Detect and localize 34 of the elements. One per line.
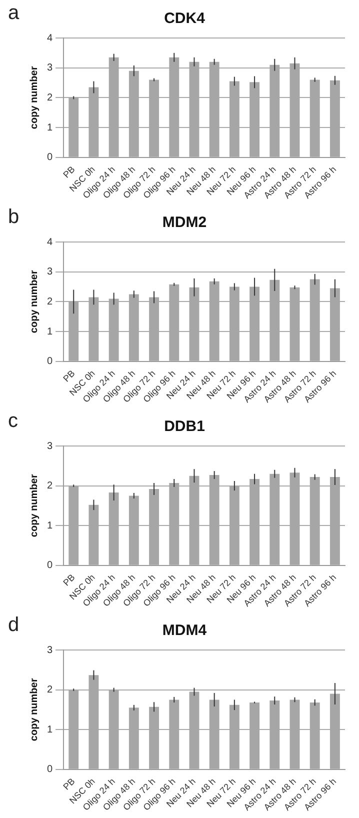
text: c <box>8 410 18 433</box>
y-tick-label: 1 <box>47 520 53 532</box>
y-tick-label: 4 <box>47 236 53 248</box>
y-tick-label: 3 <box>47 644 53 656</box>
y-axis-title: copy number <box>28 474 40 538</box>
chart-title: CDK4 <box>164 10 206 28</box>
y-tick-label: 0 <box>47 356 53 368</box>
chart-title: DDB1 <box>164 418 205 436</box>
text: a <box>8 2 20 25</box>
chart-title: MDM4 <box>162 622 208 640</box>
y-tick-label: 0 <box>47 152 53 164</box>
y-tick-label: 3 <box>47 62 53 74</box>
y-tick-label: 3 <box>47 440 53 452</box>
y-tick-label: 2 <box>47 296 53 308</box>
y-tick-label: 0 <box>47 560 53 572</box>
y-tick-label: 1 <box>47 724 53 736</box>
y-axis-title: copy number <box>28 678 40 742</box>
y-tick-label: 0 <box>47 764 53 776</box>
x-tick-label: PB <box>61 164 77 180</box>
y-tick-label: 4 <box>47 32 53 44</box>
y-axis-title: copy number <box>28 66 40 130</box>
y-axis-title: copy number <box>28 270 40 334</box>
text: d <box>8 614 20 637</box>
y-tick-label: 1 <box>47 326 53 338</box>
text: b <box>8 206 20 229</box>
y-tick-label: 2 <box>47 92 53 104</box>
x-tick-label: PB <box>61 776 77 792</box>
x-tick-label: PB <box>61 368 77 384</box>
x-tick-label: PB <box>61 572 77 588</box>
y-tick-label: 1 <box>47 122 53 134</box>
y-tick-label: 3 <box>47 266 53 278</box>
chart-title: MDM2 <box>162 214 207 232</box>
y-tick-label: 2 <box>47 684 53 696</box>
y-tick-label: 2 <box>47 480 53 492</box>
